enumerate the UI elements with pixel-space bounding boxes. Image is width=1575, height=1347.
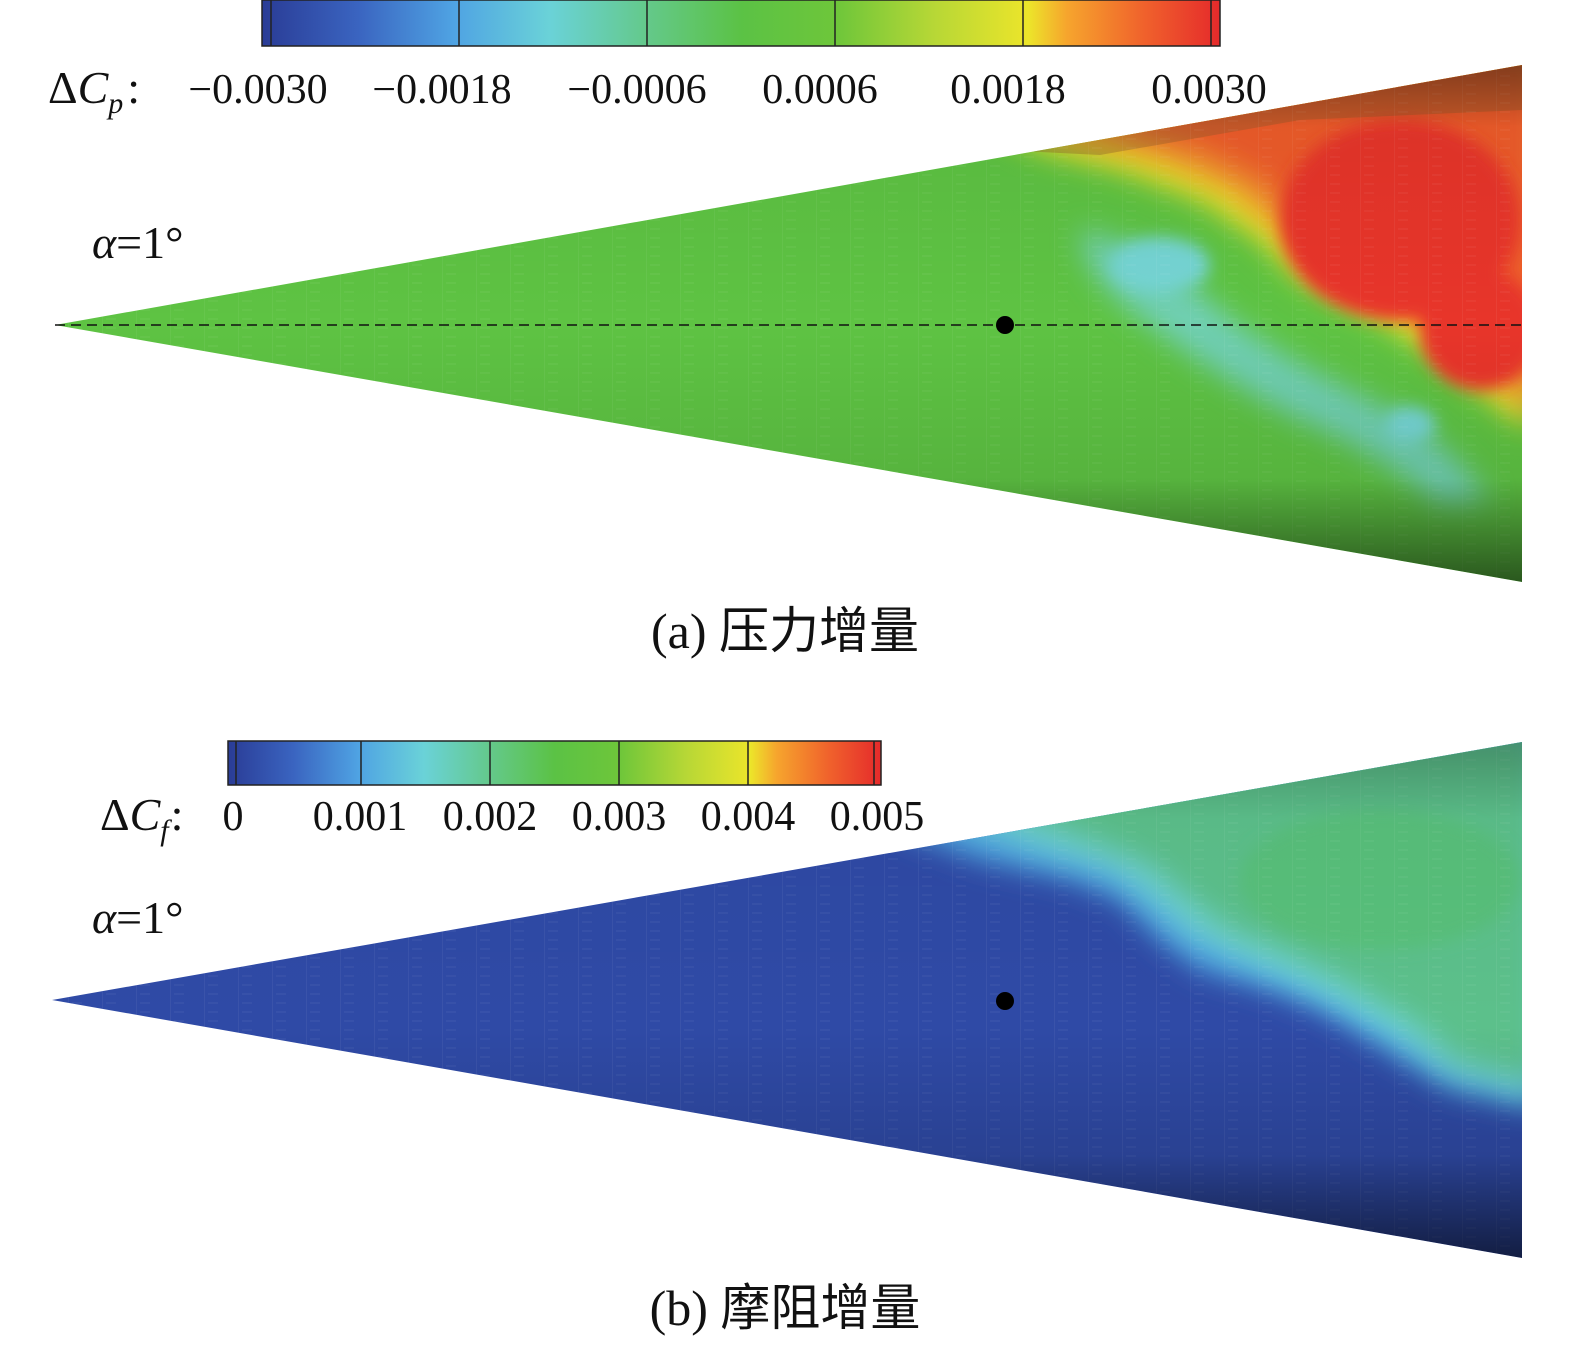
colorbar-b-tick-label: 0.005 — [830, 794, 925, 840]
colorbar-a-tick-label: 0.0030 — [1151, 67, 1267, 113]
colorbar-b-symbol: ΔCf: — [100, 789, 183, 847]
reference-point-a — [996, 316, 1014, 334]
angle-label-b: α=1° — [92, 892, 184, 943]
colorbar-b-tick-label: 0 — [223, 794, 244, 840]
colorbar-a-tick-label: −0.0030 — [188, 67, 327, 113]
colorbar-a-tick-label: −0.0006 — [567, 67, 706, 113]
contour-wedge-a — [55, 65, 1522, 582]
panel-b: ΔCf: 0 0.001 0.002 0.003 0.004 0.005 — [52, 740, 1522, 1336]
colorbar-b: ΔCf: 0 0.001 0.002 0.003 0.004 0.005 — [100, 740, 925, 847]
caption-b: (b) 摩阻增量 — [650, 1280, 921, 1336]
colorbar-a-tick-label: 0.0006 — [762, 67, 878, 113]
colorbar-a-tick-label: 0.0018 — [950, 67, 1066, 113]
colorbar-a-tick-label: −0.0018 — [372, 67, 511, 113]
colorbar-b-tick-label: 0.003 — [572, 794, 667, 840]
angle-label-a: α=1° — [92, 217, 184, 268]
colorbar-a-symbol: ΔCp: — [48, 62, 140, 120]
colorbar-b-tick-label: 0.004 — [701, 794, 796, 840]
colorbar-b-gradient — [227, 740, 882, 786]
colorbar-a: ΔCp: −0.0030 −0.0018 −0.0006 0.0006 0.00… — [48, 0, 1267, 120]
colorbar-b-tick-label: 0.002 — [443, 794, 538, 840]
caption-a: (a) 压力增量 — [651, 603, 919, 659]
reference-point-b — [996, 992, 1014, 1010]
colorbar-b-tick-label: 0.001 — [313, 794, 408, 840]
colorbar-a-gradient — [261, 0, 1221, 47]
panel-a: ΔCp: −0.0030 −0.0018 −0.0006 0.0006 0.00… — [48, 0, 1522, 659]
